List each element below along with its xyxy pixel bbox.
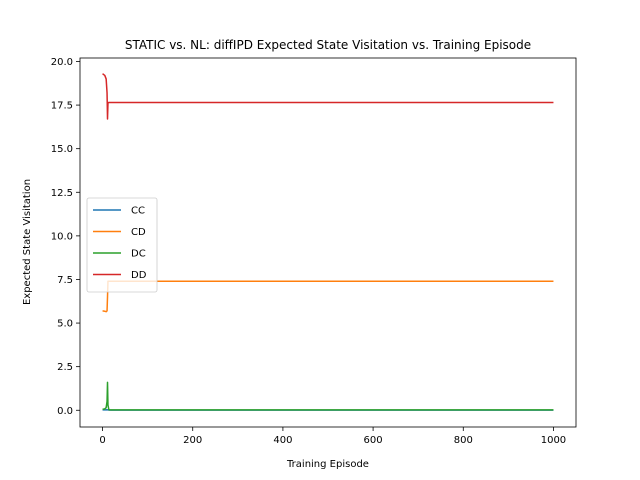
x-tick-label: 0 — [99, 435, 105, 446]
series-layer — [102, 73, 554, 411]
x-tick-label: 1000 — [541, 435, 566, 446]
legend-label-dd: DD — [131, 270, 147, 281]
y-tick-label: 2.5 — [57, 362, 73, 373]
y-tick-label: 10.0 — [51, 231, 73, 242]
x-axis-title: Training Episode — [286, 459, 369, 470]
legend: CC CD DC DD — [86, 197, 158, 293]
legend-label-dc: DC — [131, 249, 146, 260]
x-tick-label: 800 — [454, 435, 473, 446]
y-tick-label: 12.5 — [51, 188, 73, 199]
chart-title: STATIC vs. NL: diffIPD Expected State Vi… — [125, 38, 531, 52]
x-tick-label: 200 — [183, 435, 202, 446]
legend-label-cd: CD — [131, 227, 146, 238]
series-line-dd — [102, 73, 554, 120]
y-tick-label: 5.0 — [57, 319, 73, 330]
y-tick-label: 7.5 — [57, 275, 73, 286]
y-axis: 0.0 2.5 5.0 7.5 10.0 12.5 15.0 17.5 20.0 — [51, 57, 80, 417]
x-tick-label: 600 — [364, 435, 383, 446]
y-tick-label: 17.5 — [51, 101, 73, 112]
x-axis: 0 200 400 600 800 1000 — [99, 427, 566, 446]
legend-box — [86, 197, 158, 293]
legend-label-cc: CC — [131, 206, 145, 217]
series-line-dc — [102, 381, 554, 411]
x-tick-label: 400 — [273, 435, 292, 446]
y-tick-label: 15.0 — [51, 144, 73, 155]
series-line-cd — [102, 280, 554, 313]
y-tick-label: 0.0 — [57, 406, 73, 417]
y-tick-label: 20.0 — [51, 57, 73, 68]
y-axis-title: Expected State Visitation — [22, 179, 33, 305]
plot-area-frame — [79, 57, 577, 428]
